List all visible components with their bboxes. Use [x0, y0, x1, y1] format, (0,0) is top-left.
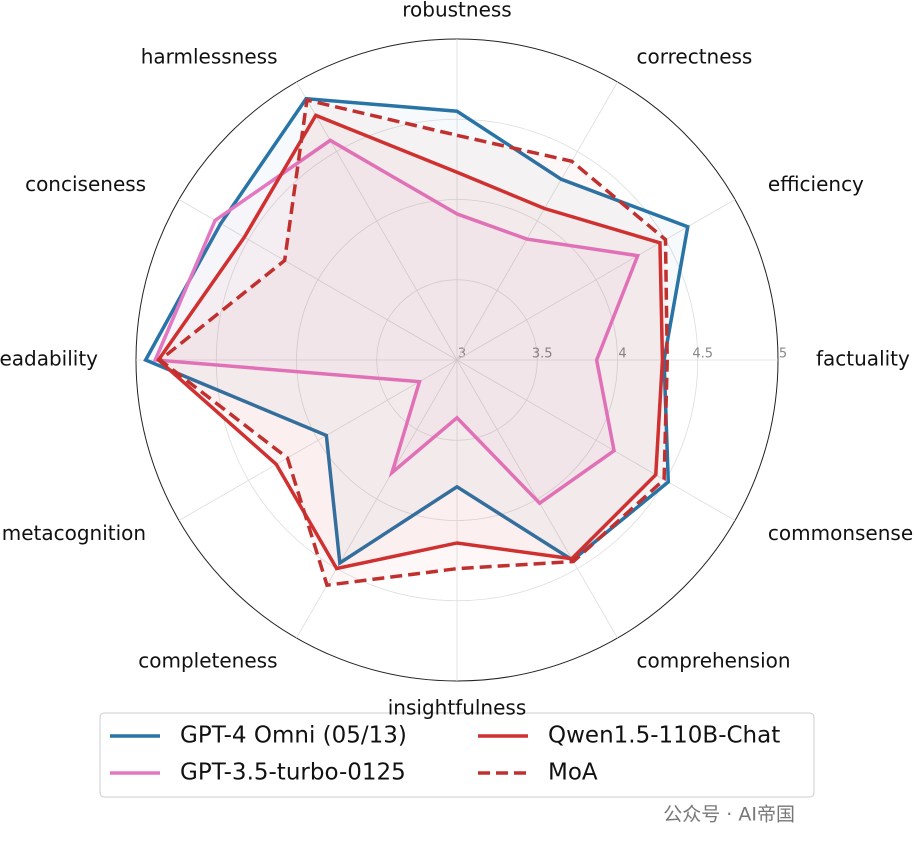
r-tick-label: 4: [618, 347, 626, 362]
series-area: [155, 140, 638, 504]
category-label: readability: [0, 347, 98, 371]
series-line: [157, 97, 670, 588]
legend-label: MoA: [548, 760, 598, 786]
spoke: [296, 81, 458, 361]
category-label: commonsense: [768, 521, 913, 545]
category-label: completeness: [138, 649, 277, 673]
legend-label: GPT-3.5-turbo-0125: [180, 760, 406, 786]
category-label: factuality: [816, 347, 910, 371]
series-area: [145, 98, 688, 563]
category-label: correctness: [637, 44, 753, 68]
r-tick-label: 5: [779, 347, 787, 362]
category-label: conciseness: [25, 172, 146, 196]
r-tick-label: 3.5: [532, 347, 553, 362]
spoke: [456, 81, 618, 361]
category-label: insightfulness: [388, 696, 527, 720]
r-tick-label: 3: [458, 347, 466, 362]
legend-label: Qwen1.5-110B-Chat: [548, 723, 780, 749]
spoke: [296, 359, 458, 639]
series-line: [143, 96, 690, 566]
series-line: [152, 138, 641, 506]
spoke: [178, 199, 458, 361]
spoke: [456, 359, 736, 521]
category-label: efficiency: [768, 172, 864, 196]
series-line: [156, 113, 665, 571]
spoke: [178, 359, 458, 521]
category-label: comprehension: [637, 649, 791, 673]
r-tick-label: 4.5: [692, 347, 713, 362]
series-area: [160, 100, 668, 586]
category-label: robustness: [402, 0, 511, 22]
category-label: metacognition: [2, 521, 146, 545]
legend-box: [99, 712, 815, 798]
legend-label: GPT-4 Omni (05/13): [180, 723, 407, 749]
watermark: 公众号 · AI帝国: [663, 804, 795, 826]
series-area: [158, 115, 663, 569]
category-label: harmlessness: [141, 44, 278, 68]
